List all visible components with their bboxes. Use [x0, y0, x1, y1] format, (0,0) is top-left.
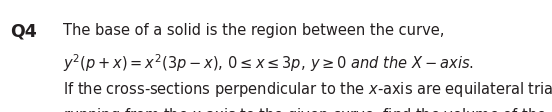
Text: $y^2(p + x) = x^2(3p - x),\,0 \leq x \leq 3p,\,y \geq 0$ $\mathit{and\ the\ X} -: $y^2(p + x) = x^2(3p - x),\,0 \leq x \le…: [63, 52, 475, 73]
Text: running from the $x$-axis to the given curve, find the volume of the solid obtai: running from the $x$-axis to the given c…: [63, 105, 552, 112]
Text: The base of a solid is the region between the curve,: The base of a solid is the region betwee…: [63, 22, 445, 37]
Text: If the cross-sections perpendicular to the $x$-axis are equilateral triangles wi: If the cross-sections perpendicular to t…: [63, 80, 552, 98]
Text: Q4: Q4: [10, 22, 36, 40]
